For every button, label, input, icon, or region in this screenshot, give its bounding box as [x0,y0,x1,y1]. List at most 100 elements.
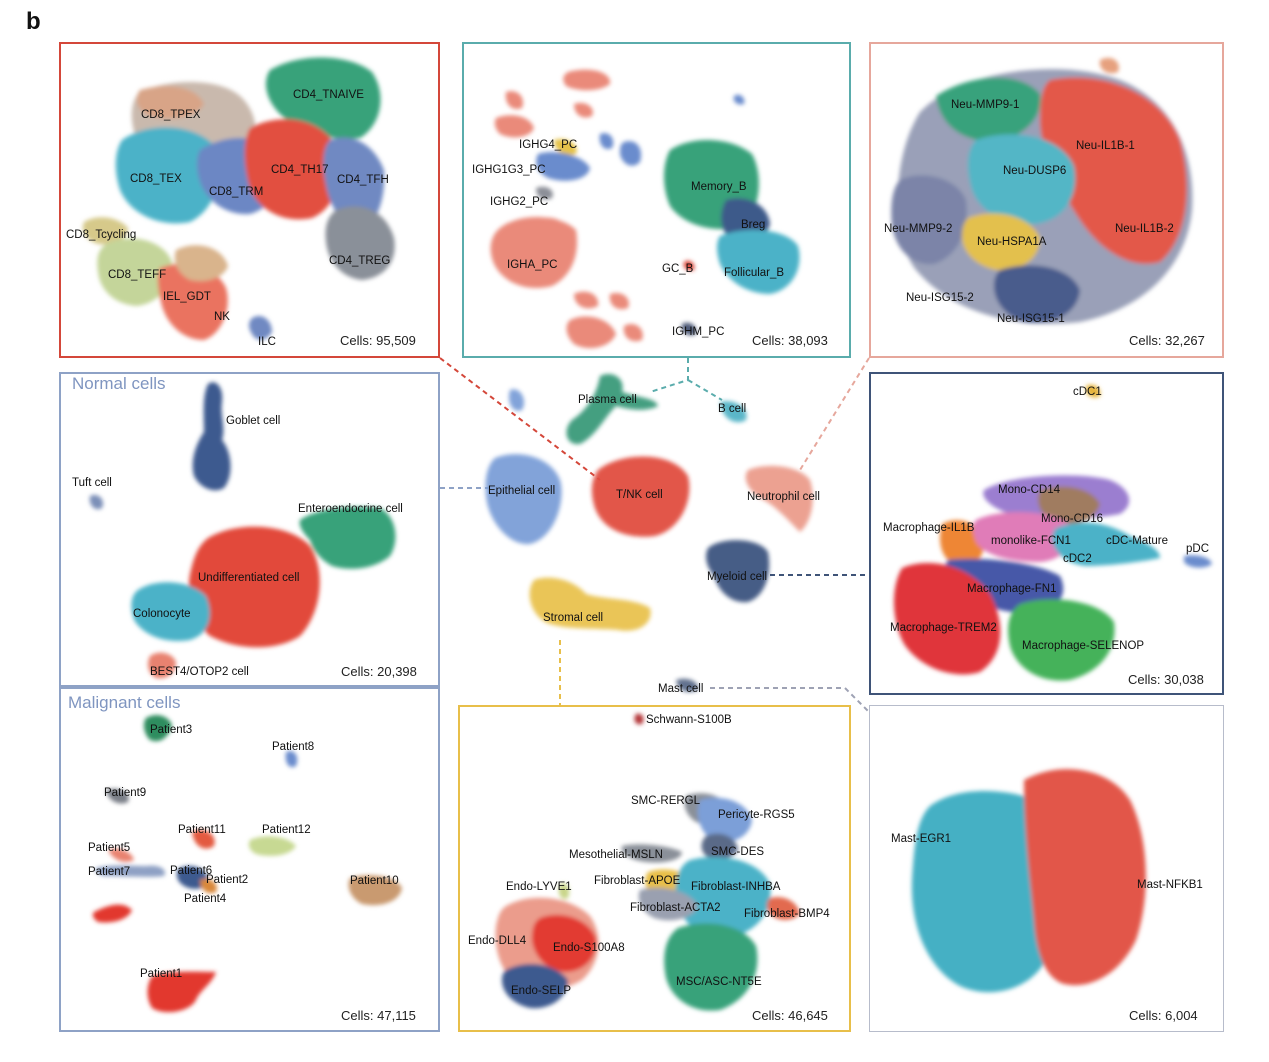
tnk-label-ilc: ILC [258,336,276,348]
myeloid-label-pdc: pDC [1186,543,1209,555]
tnk-labels: CD4_TNAIVE CD8_TPEX CD4_TH17 CD8_TEX CD8… [66,89,390,348]
myeloid-label-cdc-mature: cDC-Mature [1106,535,1168,547]
myeloid-label-mono-cd16: Mono-CD16 [1041,513,1103,525]
center-label-tnk-cell: T/NK cell [616,489,663,501]
malignant-label-patient6: Patient6 [170,865,212,877]
mast-label-nfkb1: Mast-NFKB1 [1137,879,1203,891]
center-label-myeloid-cell: Myeloid cell [707,571,767,583]
center-cluster-neutrophil [745,465,813,532]
myeloid-label-macrophage-selenop: Macrophage-SELENOP [1022,640,1144,652]
panel-mast [869,705,1224,1032]
stromal-label-endo-dll4: Endo-DLL4 [468,935,527,947]
malignant-label-patient11: Patient11 [178,824,226,836]
malignant-label-patient4: Patient4 [184,893,227,905]
bcell-label-igha-pc: IGHA_PC [507,259,558,271]
connector-tnk [439,357,601,481]
stromal-label-endo-selp: Endo-SELP [511,985,571,997]
center-labels: Plasma cell B cell Epithelial cell T/NK … [488,394,820,695]
tnk-umap [82,57,395,340]
stromal-label-smc-des: SMC-DES [711,846,764,858]
stromal-label-fibroblast-inhba: Fibroblast-INHBA [691,881,781,893]
bcell-label-memory-b: Memory_B [691,181,747,193]
stromal-label-fibroblast-acta2: Fibroblast-ACTA2 [630,902,721,914]
myeloid-label-monolike-fcn1: monolike-FCN1 [991,535,1071,547]
panel-stromal [458,705,851,1032]
center-label-b-cell: B cell [718,403,746,415]
panel-tnk [59,42,440,358]
center-label-epithelial-cell: Epithelial cell [488,485,555,497]
tnk-label-cd4-tnaive: CD4_TNAIVE [293,89,364,101]
mast-cluster-egr1 [911,791,1046,993]
malignant-cells-title: Malignant cells [68,693,181,712]
center-cluster-plasma [566,373,658,445]
connector-neutrophil [799,357,870,471]
neutrophil-labels: Neu-MMP9-1 Neu-IL1B-1 Neu-DUSP6 Neu-MMP9… [884,99,1174,325]
bcell-label-follicular-b: Follicular_B [724,267,784,279]
tnk-label-cd8-tcycling: CD8_Tcycling [66,229,136,241]
stromal-label-schwann-s100b: Schwann-S100B [646,714,732,726]
malignant-label-patient10: Patient10 [350,875,399,887]
tnk-cell-count: Cells: 95,509 [340,333,416,348]
bcell-label-ighg2-pc: IGHG2_PC [490,196,548,208]
center-cluster-epi-small [508,389,525,411]
bcell-label-gc-b: GC_B [662,263,694,275]
myeloid-label-macrophage-il1b: Macrophage-IL1B [883,522,975,534]
neu-label-mmp9-2: Neu-MMP9-2 [884,223,952,235]
normal-umap [89,382,396,679]
malignant-label-patient12: Patient12 [262,824,311,836]
connector-bcell-2 [687,379,723,401]
malignant-cell-count: Cells: 47,115 [341,1008,416,1023]
stromal-label-endo-lyve1: Endo-LYVE1 [506,881,572,893]
stromal-umap [495,713,800,1011]
normal-label-goblet-cell: Goblet cell [226,415,280,427]
myeloid-umap [893,384,1212,681]
stromal-label-fibroblast-bmp4: Fibroblast-BMP4 [744,908,830,920]
stromal-label-smc-rergl: SMC-RERGL [631,795,701,807]
normal-label-best4-otop2-cell: BEST4/OTOP2 cell [150,666,249,678]
center-label-plasma-cell: Plasma cell [578,394,637,406]
malignant-label-patient1: Patient1 [140,968,182,980]
panel-bcell [462,42,851,358]
normal-label-colonocyte: Colonocyte [133,608,191,620]
mast-umap [911,769,1146,993]
bcell-label-breg: Breg [741,219,765,231]
tnk-label-nk: NK [214,311,230,323]
center-cluster-mast [676,678,699,692]
tnk-label-iel-gdt: IEL_GDT [163,291,211,303]
neu-label-isg15-1: Neu-ISG15-1 [997,313,1065,325]
malignant-label-patient5: Patient5 [88,842,130,854]
stromal-label-fibroblast-apoe: Fibroblast-APOE [594,875,681,887]
center-cluster-epithelial [485,454,562,545]
center-label-neutrophil-cell: Neutrophil cell [747,491,820,503]
neu-label-il1b-1: Neu-IL1B-1 [1076,140,1135,152]
myeloid-label-macrophage-fn1: Macrophage-FN1 [967,583,1056,595]
mast-label-egr1: Mast-EGR1 [891,833,951,845]
normal-label-undifferentiated-cell: Undifferentiated cell [198,572,299,584]
panel-myeloid [869,372,1224,695]
stromal-label-endo-s100a8: Endo-S100A8 [553,942,625,954]
figure-panel-letter: b [26,8,41,35]
center-umap [485,373,813,692]
neu-label-mmp9-1: Neu-MMP9-1 [951,99,1019,111]
myeloid-cell-count: Cells: 30,038 [1128,672,1204,687]
center-label-stromal-cell: Stromal cell [543,612,603,624]
normal-cells-title: Normal cells [72,374,166,393]
neu-label-dusp6: Neu-DUSP6 [1003,165,1066,177]
mast-cell-count: Cells: 6,004 [1129,1008,1198,1023]
tnk-label-cd4-tfh: CD4_TFH [337,174,389,186]
mast-labels: Mast-EGR1 Mast-NFKB1 [891,833,1203,891]
tnk-label-cd4-treg: CD4_TREG [329,255,390,267]
myeloid-label-cdc1: cDC1 [1073,386,1102,398]
panel-neutrophil [869,42,1224,358]
connector-lines [439,357,870,713]
stromal-label-pericyte-rgs5: Pericyte-RGS5 [718,809,795,821]
malignant-label-patient2: Patient2 [206,874,248,886]
myeloid-label-mono-cd14: Mono-CD14 [998,484,1061,496]
bcell-cell-count: Cells: 38,093 [752,333,828,348]
center-cluster-myeloid [706,540,770,603]
myeloid-label-cdc2: cDC2 [1063,553,1092,565]
malignant-umap [92,715,402,1013]
tnk-label-cd8-tpex: CD8_TPEX [141,109,201,121]
tnk-label-cd8-teff: CD8_TEFF [108,269,166,281]
normal-labels: Goblet cell Tuft cell Enteroendocrine ce… [72,415,403,678]
